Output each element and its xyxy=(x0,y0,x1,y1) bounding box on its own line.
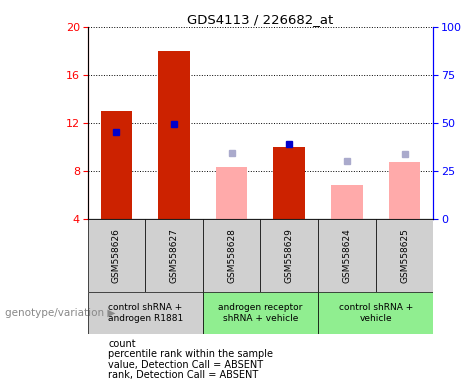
Text: control shRNA +
vehicle: control shRNA + vehicle xyxy=(338,303,413,323)
Bar xyxy=(145,219,203,292)
Text: androgen receptor
shRNA + vehicle: androgen receptor shRNA + vehicle xyxy=(218,303,303,323)
Bar xyxy=(203,292,318,334)
Bar xyxy=(273,147,305,219)
Bar xyxy=(260,219,318,292)
Text: GSM558625: GSM558625 xyxy=(400,228,409,283)
Text: value, Detection Call = ABSENT: value, Detection Call = ABSENT xyxy=(108,360,263,370)
Text: count: count xyxy=(108,339,136,349)
Bar xyxy=(158,51,190,219)
Text: GSM558627: GSM558627 xyxy=(170,228,178,283)
Text: genotype/variation ▶: genotype/variation ▶ xyxy=(5,308,115,318)
Bar xyxy=(389,162,420,219)
Text: GSM558629: GSM558629 xyxy=(285,228,294,283)
Bar xyxy=(203,219,260,292)
Bar xyxy=(318,219,376,292)
Bar xyxy=(376,219,433,292)
Title: GDS4113 / 226682_at: GDS4113 / 226682_at xyxy=(187,13,334,26)
Bar xyxy=(88,219,145,292)
Bar xyxy=(318,292,433,334)
Bar xyxy=(331,185,363,219)
Text: GSM558628: GSM558628 xyxy=(227,228,236,283)
Bar xyxy=(216,167,248,219)
Text: GSM558626: GSM558626 xyxy=(112,228,121,283)
Bar xyxy=(88,292,203,334)
Text: rank, Detection Call = ABSENT: rank, Detection Call = ABSENT xyxy=(108,371,259,381)
Text: control shRNA +
androgen R1881: control shRNA + androgen R1881 xyxy=(107,303,183,323)
Bar xyxy=(100,111,132,219)
Text: GSM558624: GSM558624 xyxy=(343,228,351,283)
Text: percentile rank within the sample: percentile rank within the sample xyxy=(108,349,273,359)
